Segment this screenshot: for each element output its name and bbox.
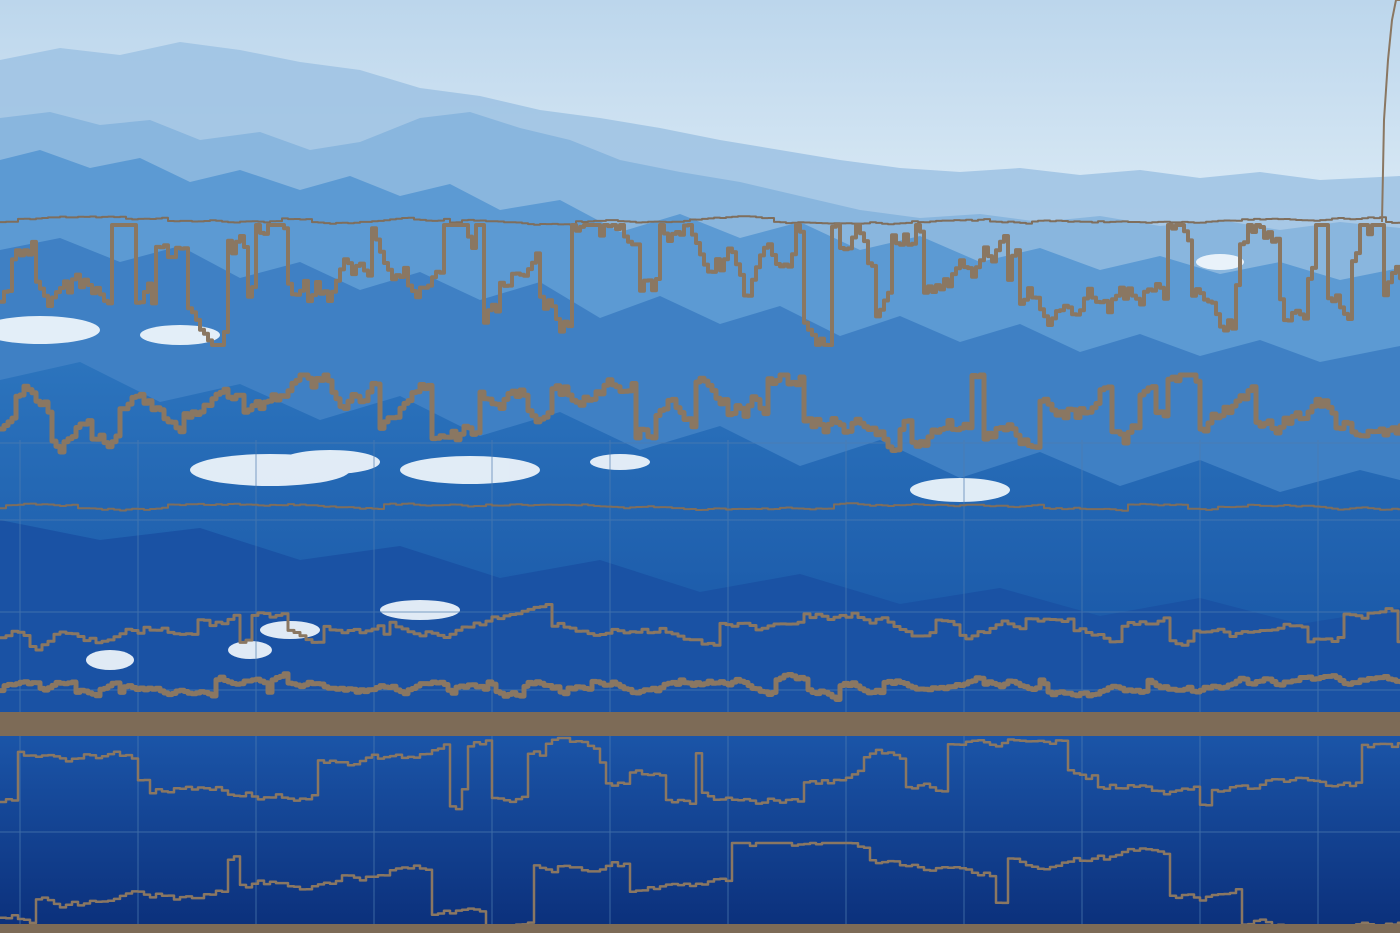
- horizontal-band: [0, 712, 1400, 736]
- trace-3: [0, 372, 1400, 455]
- trace-4: [0, 502, 1400, 512]
- cloud-4: [280, 450, 380, 474]
- cloud-11: [86, 650, 134, 670]
- cloud-8: [380, 600, 460, 620]
- edge-spike: [1381, 0, 1400, 223]
- trace-1: [0, 215, 1400, 226]
- bottom-strip: [0, 924, 1400, 933]
- cloud-5: [400, 456, 540, 484]
- cloud-1: [0, 316, 100, 344]
- trace-8: [0, 841, 1400, 933]
- grid-lines: [0, 440, 1400, 933]
- trace-5: [0, 603, 1400, 652]
- cloud-12: [228, 641, 272, 659]
- trace-2: [0, 223, 1400, 347]
- cloud-7: [910, 478, 1010, 502]
- cloud-10: [1196, 254, 1244, 270]
- lower-field: [0, 735, 1400, 933]
- trace-6: [0, 671, 1400, 702]
- clouds: [0, 254, 1244, 670]
- cloud-6: [590, 454, 650, 470]
- trace-7: [0, 736, 1400, 811]
